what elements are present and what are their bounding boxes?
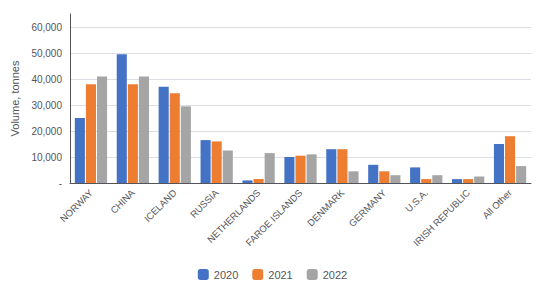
svg-text:RUSSIA: RUSSIA: [188, 187, 221, 220]
svg-text:50,000: 50,000: [31, 48, 62, 59]
svg-text:30,000: 30,000: [31, 100, 62, 111]
svg-text:U.S.A.: U.S.A.: [403, 187, 430, 214]
svg-text:ICELAND: ICELAND: [142, 187, 179, 224]
svg-text:2020: 2020: [214, 269, 238, 281]
svg-text:10,000: 10,000: [31, 152, 62, 163]
svg-text:All Other: All Other: [480, 187, 514, 221]
svg-text:NETHERLANDS: NETHERLANDS: [204, 187, 263, 245]
svg-text:GERMANY: GERMANY: [347, 187, 389, 229]
svg-text:DENMARK: DENMARK: [305, 187, 347, 229]
svg-text:20,000: 20,000: [31, 126, 62, 137]
svg-text:IRISH REPUBLIC: IRISH REPUBLIC: [411, 187, 472, 248]
svg-text:CHINA: CHINA: [108, 187, 137, 216]
svg-text:-: -: [59, 178, 62, 189]
svg-text:40,000: 40,000: [31, 74, 62, 85]
svg-text:Volume, tonnes: Volume, tonnes: [9, 60, 21, 136]
svg-text:NORWAY: NORWAY: [58, 187, 96, 225]
svg-text:60,000: 60,000: [31, 22, 62, 33]
svg-text:2021: 2021: [268, 269, 292, 281]
svg-text:2022: 2022: [323, 269, 347, 281]
svg-text:FAROE ISLANDS: FAROE ISLANDS: [243, 187, 304, 248]
